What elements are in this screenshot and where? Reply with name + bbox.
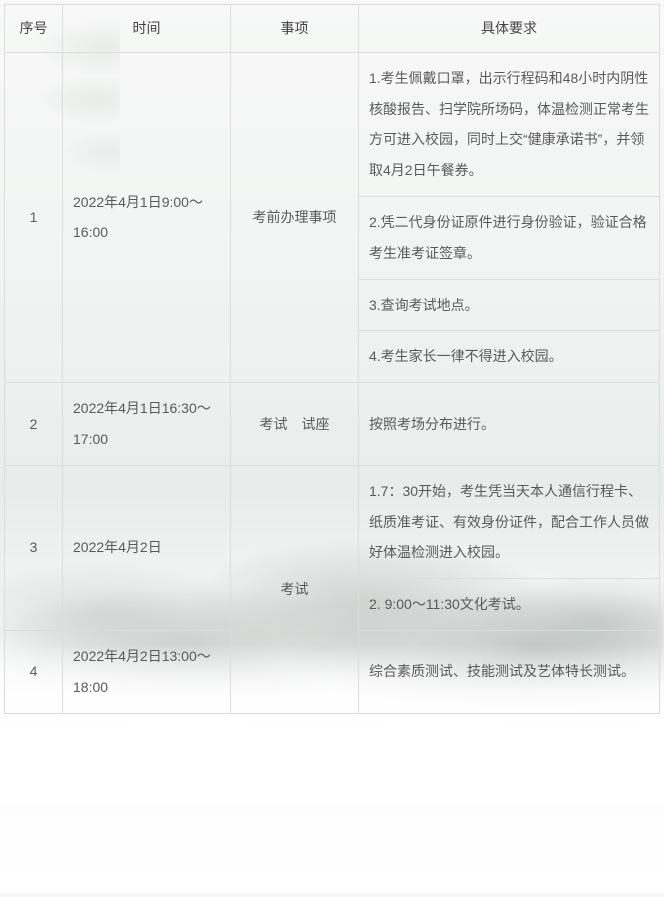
cell-time: 2022年4月2日13:00～18:00 bbox=[63, 630, 231, 713]
cell-item: 考试 bbox=[231, 465, 359, 713]
col-header-req: 具体要求 bbox=[359, 5, 660, 53]
cell-req: 1.考生佩戴口罩，出示行程码和48小时内阴性核酸报告、扫学院所场码，体温检测正常… bbox=[359, 52, 660, 196]
cell-req: 4.考生家长一律不得进入校园。 bbox=[359, 331, 660, 383]
cell-seq: 3 bbox=[5, 465, 63, 630]
cell-req: 按照考场分布进行。 bbox=[359, 383, 660, 466]
table-row: 2 2022年4月1日16:30～17:00 考试 试座 按照考场分布进行。 bbox=[5, 383, 660, 466]
cell-time: 2022年4月2日 bbox=[63, 465, 231, 630]
col-header-time: 时间 bbox=[63, 5, 231, 53]
table-header-row: 序号 时间 事项 具体要求 bbox=[5, 5, 660, 53]
cell-item: 考前办理事项 bbox=[231, 52, 359, 382]
cell-time: 2022年4月1日9:00～16:00 bbox=[63, 52, 231, 382]
table-row: 3 2022年4月2日 考试 1.7：30开始，考生凭当天本人通信行程卡、纸质准… bbox=[5, 465, 660, 578]
cell-time: 2022年4月1日16:30～17:00 bbox=[63, 383, 231, 466]
schedule-table: 序号 时间 事项 具体要求 1 2022年4月1日9:00～16:00 考前办理… bbox=[4, 4, 660, 714]
cell-seq: 2 bbox=[5, 383, 63, 466]
cell-req: 1.7：30开始，考生凭当天本人通信行程卡、纸质准考证、有效身份证件，配合工作人… bbox=[359, 465, 660, 578]
table-row: 1 2022年4月1日9:00～16:00 考前办理事项 1.考生佩戴口罩，出示… bbox=[5, 52, 660, 196]
col-header-item: 事项 bbox=[231, 5, 359, 53]
cell-seq: 1 bbox=[5, 52, 63, 382]
cell-req: 综合素质测试、技能测试及艺体特长测试。 bbox=[359, 630, 660, 713]
cell-req: 3.查询考试地点。 bbox=[359, 279, 660, 331]
cell-req: 2. 9:00～11:30文化考试。 bbox=[359, 579, 660, 631]
cell-item: 考试 试座 bbox=[231, 383, 359, 466]
cell-seq: 4 bbox=[5, 630, 63, 713]
col-header-seq: 序号 bbox=[5, 5, 63, 53]
cell-req: 2.凭二代身份证原件进行身份验证，验证合格考生准考证签章。 bbox=[359, 196, 660, 279]
